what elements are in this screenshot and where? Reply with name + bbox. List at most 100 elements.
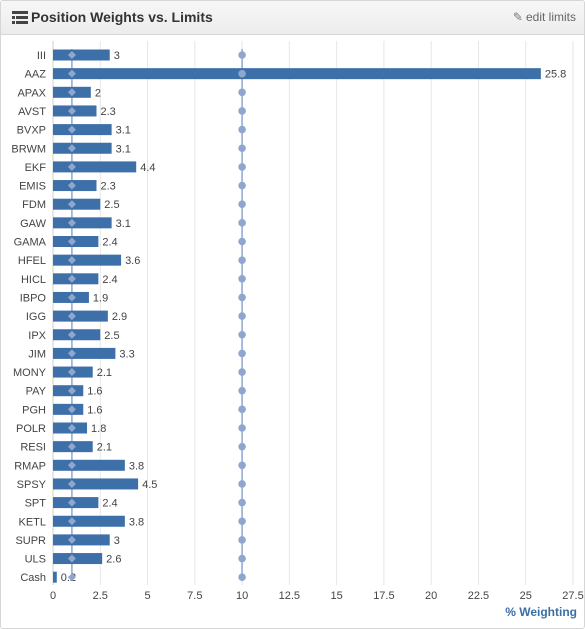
edit-icon: ✎ (512, 10, 523, 24)
lower-limit-marker (67, 330, 76, 339)
category-label: HFEL (18, 255, 46, 267)
upper-limit-marker (238, 536, 246, 544)
upper-limit-marker (238, 386, 246, 395)
upper-limit-marker (238, 51, 246, 59)
category-label: III (37, 50, 46, 62)
upper-limit-marker (238, 275, 246, 283)
lower-limit-marker (67, 293, 76, 302)
data-label: 1.9 (93, 292, 108, 304)
data-label: 3 (114, 535, 120, 547)
lower-limit-marker (67, 405, 76, 414)
bar (53, 515, 125, 527)
lower-limit-marker (67, 517, 76, 526)
upper-limit-marker (238, 405, 246, 414)
lower-limit-marker (67, 424, 76, 432)
lower-limit-marker (67, 200, 76, 209)
category-label: PGH (22, 404, 46, 416)
data-label: 3.3 (119, 348, 134, 360)
lower-limit-marker (67, 312, 76, 321)
data-label: 3 (114, 50, 120, 62)
upper-limit-marker (238, 181, 246, 190)
category-label: HICL (21, 274, 46, 286)
category-label: SUPR (15, 535, 46, 547)
upper-limit-marker (238, 554, 246, 563)
lower-limit-marker (67, 442, 76, 451)
data-label: 3.8 (129, 516, 144, 528)
bar (53, 49, 110, 61)
upper-limit-marker (238, 480, 246, 488)
lower-limit-marker (67, 51, 76, 59)
upper-limit-marker (238, 461, 246, 470)
upper-limit-marker (238, 293, 246, 302)
x-tick-label: 10 (236, 590, 248, 602)
data-label: 4.5 (142, 479, 157, 491)
category-label: BVXP (17, 125, 46, 137)
upper-limit-marker (238, 107, 246, 115)
category-label: POLR (16, 423, 46, 435)
x-tick-label: 7.5 (187, 590, 202, 602)
lower-limit-marker (67, 237, 76, 246)
list-icon (12, 11, 28, 24)
bar (53, 142, 112, 154)
upper-limit-marker (238, 256, 246, 264)
lower-limit-marker (67, 573, 76, 582)
data-label: 2.5 (104, 330, 119, 342)
upper-limit-marker (238, 219, 246, 227)
category-label: MONY (13, 367, 47, 379)
category-label: ULS (25, 554, 46, 566)
bar (53, 534, 110, 546)
lower-limit-marker (67, 106, 76, 115)
category-label: GAMA (14, 237, 47, 249)
lower-limit-marker (67, 479, 76, 488)
category-label: JIM (28, 348, 46, 360)
category-label: AAZ (25, 69, 47, 81)
category-label: RMAP (14, 460, 46, 472)
upper-limit-marker (238, 237, 246, 246)
x-tick-label: 27.5 (562, 590, 583, 602)
bar (53, 68, 541, 80)
upper-limit-marker (238, 517, 246, 526)
category-label: KETL (18, 516, 46, 528)
upper-limit-marker (238, 424, 246, 432)
lower-limit-marker (67, 368, 76, 377)
bar (53, 254, 122, 266)
data-label: 2.3 (100, 106, 115, 118)
category-label: BRWM (11, 143, 46, 155)
category-label: FDM (22, 199, 46, 211)
upper-limit-marker (238, 200, 246, 208)
lower-limit-marker (67, 554, 76, 563)
data-label: 25.8 (545, 69, 566, 81)
lower-limit-marker (67, 218, 76, 227)
upper-limit-marker (238, 125, 246, 134)
data-label: 2.5 (104, 199, 119, 211)
x-tick-label: 2.5 (93, 590, 108, 602)
data-label: 3.1 (116, 125, 131, 137)
upper-limit-marker (238, 573, 246, 581)
data-label: 2.9 (112, 311, 127, 323)
data-label: 2.4 (102, 274, 117, 286)
x-tick-label: 5 (144, 590, 150, 602)
data-label: 3.6 (125, 255, 140, 267)
x-tick-label: 15 (331, 590, 343, 602)
upper-limit-marker (238, 163, 246, 171)
category-label: IBPO (20, 292, 47, 304)
panel-title: Position Weights vs. Limits (31, 9, 213, 25)
edit-limits-link[interactable]: ✎ edit limits (513, 10, 576, 24)
data-label: 4.4 (140, 162, 155, 174)
upper-limit-marker (238, 88, 246, 97)
lower-limit-marker (67, 181, 76, 190)
upper-limit-marker (238, 349, 246, 358)
data-label: 1.6 (87, 386, 102, 398)
upper-limit-marker (238, 498, 246, 507)
data-label: 1.6 (87, 404, 102, 416)
bar (53, 198, 101, 210)
bar (53, 217, 112, 229)
bar (53, 310, 108, 322)
lower-limit-marker (67, 274, 76, 283)
category-label: PAY (26, 386, 47, 398)
category-label: GAW (20, 218, 46, 230)
category-label: EMIS (19, 181, 46, 193)
panel-header: Position Weights vs. Limits ✎ edit limits (1, 1, 584, 35)
category-label: EKF (25, 162, 47, 174)
